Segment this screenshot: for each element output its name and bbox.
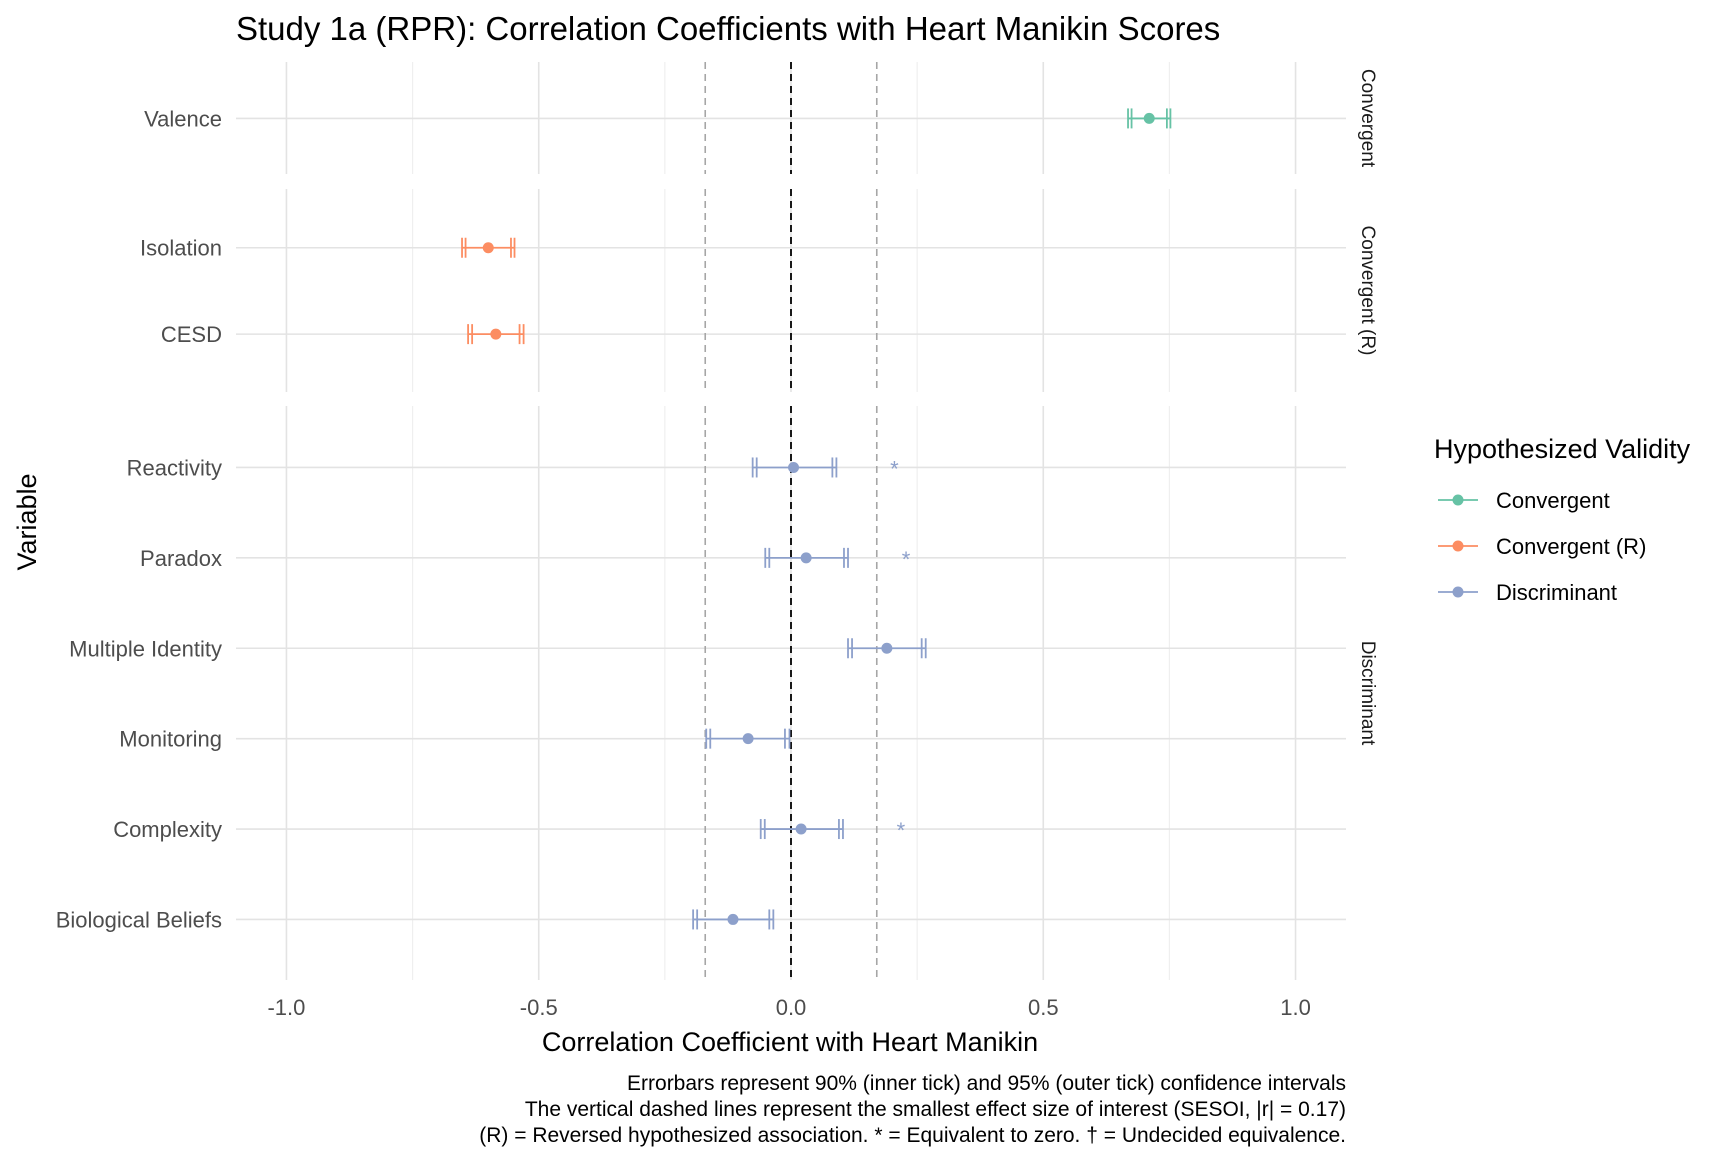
equivalence-marker: * <box>890 456 899 481</box>
point <box>788 461 800 473</box>
legend-title: Hypothesized Validity <box>1434 434 1691 464</box>
point <box>800 552 812 564</box>
y-tick-label: Reactivity <box>127 455 222 480</box>
point <box>727 913 739 925</box>
legend-key-point <box>1452 494 1464 506</box>
x-axis-title: Correlation Coefficient with Heart Manik… <box>542 1027 1038 1057</box>
strip-label: Discriminant <box>1357 641 1378 746</box>
legend-key-point <box>1452 540 1464 552</box>
strip-label: Convergent (R) <box>1357 226 1378 356</box>
y-tick-label: Multiple Identity <box>69 636 222 661</box>
point <box>490 328 502 340</box>
y-tick-label: Paradox <box>140 546 222 571</box>
legend-key-point <box>1452 586 1464 598</box>
legend: Hypothesized Validity Convergent Converge… <box>1434 434 1691 605</box>
caption-line-2: The vertical dashed lines represent the … <box>525 1098 1346 1121</box>
x-tick-label: 1.0 <box>1280 995 1311 1020</box>
y-tick-label: Biological Beliefs <box>56 907 222 932</box>
y-tick-label: CESD <box>161 322 222 347</box>
chart-title: Study 1a (RPR): Correlation Coefficients… <box>236 10 1220 47</box>
y-tick-label: Isolation <box>140 236 222 261</box>
caption: Errorbars represent 90% (inner tick) and… <box>479 1072 1346 1147</box>
caption-line-1: Errorbars represent 90% (inner tick) and… <box>627 1072 1346 1095</box>
y-tick-label: Monitoring <box>119 727 222 752</box>
point <box>1143 112 1155 124</box>
x-tick-label: -0.5 <box>520 995 558 1020</box>
point <box>881 642 893 654</box>
x-tick-label: 0.0 <box>776 995 807 1020</box>
point <box>795 823 807 835</box>
legend-label: Discriminant <box>1496 580 1617 605</box>
x-tick-label: 0.5 <box>1028 995 1059 1020</box>
point <box>482 242 494 254</box>
legend-label: Convergent <box>1496 488 1610 513</box>
strip-label: Convergent <box>1357 69 1378 168</box>
caption-line-3: (R) = Reversed hypothesized association.… <box>479 1124 1346 1147</box>
y-tick-label: Complexity <box>113 817 222 842</box>
x-tick-label: -1.0 <box>267 995 305 1020</box>
legend-label: Convergent (R) <box>1496 534 1646 559</box>
y-tick-label: Valence <box>144 106 222 131</box>
panels-group: Convergent Valence Convergent (R) Isolation… <box>56 62 1378 1020</box>
y-axis-title: Variable <box>12 473 42 570</box>
equivalence-marker: * <box>902 547 911 572</box>
point <box>742 733 754 745</box>
equivalence-marker: * <box>897 818 906 843</box>
